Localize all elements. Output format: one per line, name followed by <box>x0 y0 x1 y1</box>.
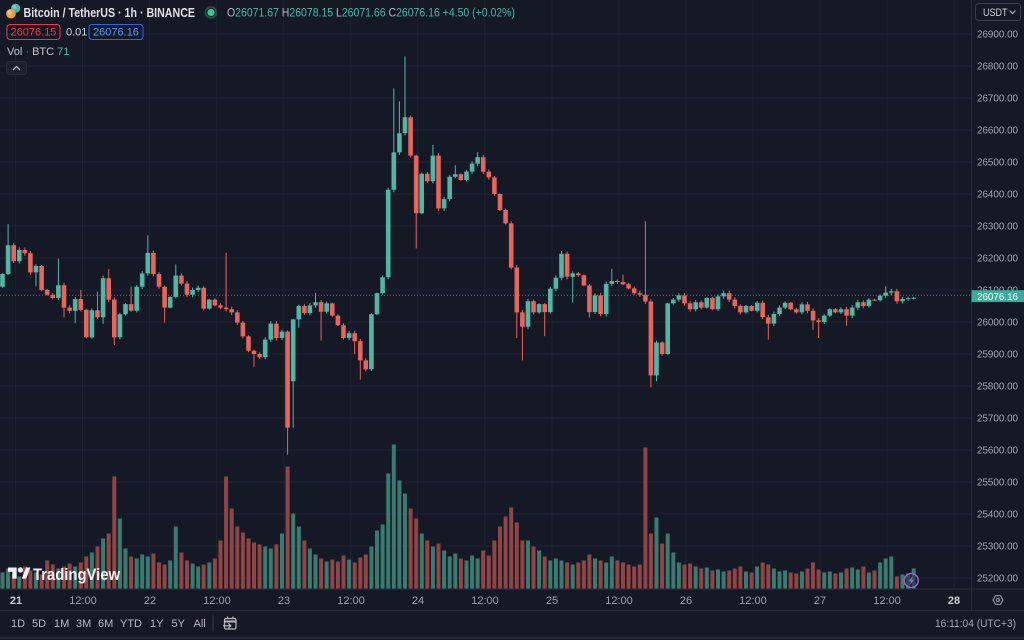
svg-text:25700.00: 25700.00 <box>977 413 1018 425</box>
svg-text:26076.16: 26076.16 <box>93 27 139 39</box>
svg-text:16:11:04 (UTC+3): 16:11:04 (UTC+3) <box>935 618 1016 630</box>
svg-text:12:00: 12:00 <box>203 595 231 607</box>
svg-text:O26071.67 H26078.15 L26071.66: O26071.67 H26078.15 L26071.66 C26076.16 … <box>227 8 515 20</box>
svg-text:25900.00: 25900.00 <box>977 349 1018 361</box>
svg-text:25500.00: 25500.00 <box>977 477 1018 489</box>
svg-text:0.01: 0.01 <box>66 27 87 39</box>
svg-text:12:00: 12:00 <box>873 595 901 607</box>
svg-text:12:00: 12:00 <box>605 595 633 607</box>
svg-text:5Y: 5Y <box>172 618 186 630</box>
svg-text:12:00: 12:00 <box>739 595 767 607</box>
svg-text:5D: 5D <box>32 618 46 630</box>
svg-text:3M: 3M <box>76 618 91 630</box>
svg-text:Bitcoin / TetherUS · 1h · BINA: Bitcoin / TetherUS · 1h · BINANCE <box>24 6 196 20</box>
svg-text:YTD: YTD <box>120 618 142 630</box>
svg-text:25200.00: 25200.00 <box>977 573 1018 585</box>
svg-text:25600.00: 25600.00 <box>977 445 1018 457</box>
svg-text:26500.00: 26500.00 <box>977 157 1018 169</box>
svg-text:USDT: USDT <box>983 7 1008 19</box>
svg-text:26800.00: 26800.00 <box>977 61 1018 73</box>
svg-text:26200.00: 26200.00 <box>977 253 1018 265</box>
svg-text:TradingView: TradingView <box>33 566 120 584</box>
svg-text:6M: 6M <box>98 618 113 630</box>
svg-text:12:00: 12:00 <box>69 595 97 607</box>
svg-text:25: 25 <box>546 595 558 607</box>
svg-text:27: 27 <box>814 595 826 607</box>
svg-text:26000.00: 26000.00 <box>977 317 1018 329</box>
svg-text:12:00: 12:00 <box>471 595 499 607</box>
svg-text:26900.00: 26900.00 <box>977 29 1018 41</box>
svg-text:Vol · BTC 71: Vol · BTC 71 <box>7 46 69 58</box>
svg-text:22: 22 <box>144 595 156 607</box>
svg-text:24: 24 <box>412 595 424 607</box>
svg-text:26700.00: 26700.00 <box>977 93 1018 105</box>
svg-text:26400.00: 26400.00 <box>977 189 1018 201</box>
svg-text:21: 21 <box>10 595 22 607</box>
svg-text:26076.16: 26076.16 <box>977 291 1018 303</box>
svg-text:25800.00: 25800.00 <box>977 381 1018 393</box>
svg-text:1D: 1D <box>11 618 25 630</box>
svg-text:26: 26 <box>680 595 692 607</box>
svg-text:25400.00: 25400.00 <box>977 509 1018 521</box>
svg-text:All: All <box>194 618 206 630</box>
svg-text:1Y: 1Y <box>150 618 164 630</box>
svg-text:26300.00: 26300.00 <box>977 221 1018 233</box>
svg-text:28: 28 <box>948 595 960 607</box>
svg-text:26600.00: 26600.00 <box>977 125 1018 137</box>
svg-text:12:00: 12:00 <box>337 595 365 607</box>
svg-text:1M: 1M <box>54 618 69 630</box>
svg-text:25300.00: 25300.00 <box>977 541 1018 553</box>
svg-text:23: 23 <box>278 595 290 607</box>
svg-text:26076.15: 26076.15 <box>11 27 57 39</box>
